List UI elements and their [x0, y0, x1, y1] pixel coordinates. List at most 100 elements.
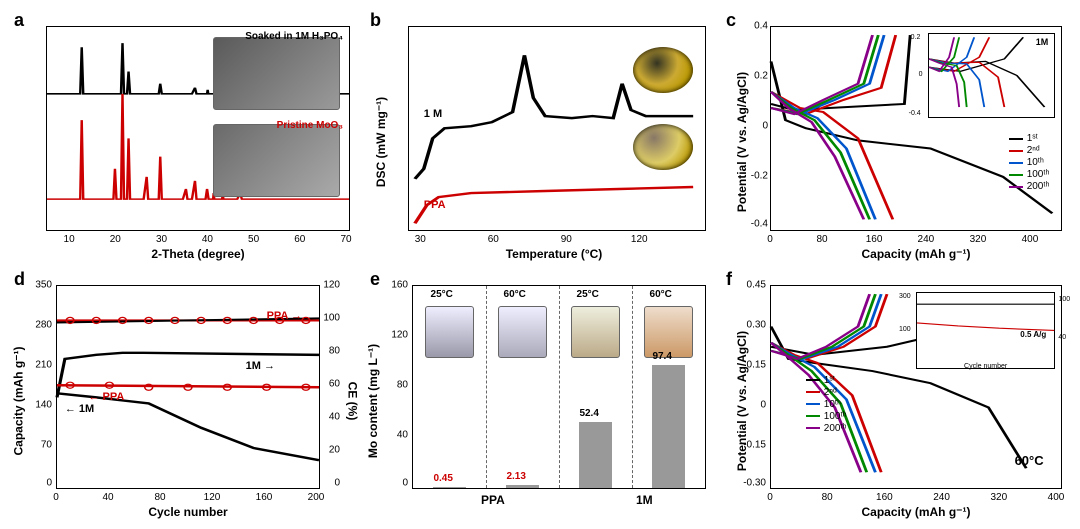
tick: 0.2	[750, 71, 768, 82]
tick: -0.15	[742, 439, 766, 450]
legend-item: 100ᵗʰ	[806, 411, 847, 422]
temp-2: 25°C	[577, 289, 599, 300]
tick: 40	[202, 234, 213, 245]
legend-item: 1ˢᵗ	[806, 375, 847, 386]
bar-0	[433, 487, 465, 488]
tick: 0.30	[746, 319, 766, 330]
y2label-d: CE (%)	[346, 381, 360, 420]
panel-f: f 0.5 A/g Cycle number 300 100 100 40 1ˢ…	[720, 267, 1072, 522]
group-1m: 1M	[636, 493, 653, 507]
bar-1	[506, 485, 538, 488]
xlabel-c: Capacity (mAh g⁻¹)	[861, 247, 970, 261]
label-1m: 1 M	[424, 108, 442, 120]
tick: -0.30	[742, 477, 766, 488]
legend-item: 1ˢᵗ	[1009, 133, 1050, 144]
tick: 120	[204, 492, 221, 503]
xlabel-a: 2-Theta (degree)	[151, 247, 244, 261]
tick: 0	[390, 477, 408, 488]
tick: 160	[866, 234, 883, 245]
tick: 40	[390, 429, 408, 440]
panel-label-c: c	[726, 10, 736, 31]
tick: 210	[34, 359, 52, 370]
inset-f-xlabel: Cycle number	[964, 363, 1007, 370]
inset-f-yt: 100	[899, 326, 911, 333]
inset-c-yt: 0.2	[911, 34, 921, 41]
tick: 0	[334, 477, 340, 488]
tick: 10	[64, 234, 75, 245]
vial-2	[571, 306, 621, 359]
tick: 120	[390, 329, 408, 340]
label-pristine: Pristine MoO₃	[277, 120, 343, 131]
panel-c: c 1M 0.2 0 -0.4	[720, 8, 1072, 263]
sep	[486, 286, 487, 489]
sep	[559, 286, 560, 489]
tick: 70	[340, 234, 351, 245]
plot-a: Soaked in 1M H₃PO₄ Pristine MoO₃	[46, 26, 350, 231]
tick: 0	[746, 399, 766, 410]
panel-label-d: d	[14, 269, 25, 290]
bar-2	[579, 422, 611, 488]
inset-cup-ppa	[633, 124, 693, 170]
tick: 60	[294, 234, 305, 245]
ylabel-e: Mo content (mg L⁻¹)	[366, 344, 380, 458]
tick: 0.45	[746, 279, 766, 290]
tick: 200	[308, 492, 325, 503]
xlabel-f: Capacity (mAh g⁻¹)	[861, 505, 970, 519]
tick: 20	[110, 234, 121, 245]
panel-label-b: b	[370, 10, 381, 31]
xlabel-d: Cycle number	[148, 505, 227, 519]
label-ppa: PPA	[424, 199, 446, 211]
tick: 40	[102, 492, 113, 503]
panel-b: b 1 M PPA Temperature (°C) DSC (mW mg⁻¹)…	[364, 8, 716, 263]
plot-e: 25°C 60°C 25°C 60°C 0.45 2.13 52.4 97.4	[412, 285, 706, 490]
legend-item: 200ᵗʰ	[1009, 181, 1050, 192]
barlabel-2: 52.4	[579, 408, 598, 419]
legend-item: 10ᵗʰ	[806, 399, 847, 410]
tick: 240	[933, 492, 950, 503]
tick: 0.4	[750, 21, 768, 32]
temp-3: 60°C	[650, 289, 672, 300]
ylabel-b: DSC (mW mg⁻¹)	[374, 97, 388, 187]
label-1m-left: ← 1M	[65, 403, 94, 415]
tick: 350	[34, 279, 52, 290]
tick: 120	[323, 279, 340, 290]
tick: 0	[767, 492, 773, 503]
inset-sem-top	[213, 37, 340, 110]
tick: 320	[970, 234, 987, 245]
vial-0	[425, 306, 475, 359]
tick: 120	[631, 234, 648, 245]
plot-d: PPA → 1M → ← PPA ← 1M	[56, 285, 320, 490]
inset-c-yt: -0.4	[909, 110, 921, 117]
tick: 80	[822, 492, 833, 503]
sep	[632, 286, 633, 489]
tick: -0.4	[746, 219, 768, 230]
tick: 400	[1022, 234, 1039, 245]
tick: 80	[329, 345, 340, 356]
tick: 80	[154, 492, 165, 503]
tick: 30	[156, 234, 167, 245]
tick: 160	[390, 279, 408, 290]
plot-f: 0.5 A/g Cycle number 300 100 100 40 1ˢᵗ …	[770, 285, 1062, 490]
tick: 160	[876, 492, 893, 503]
barlabel-3: 97.4	[652, 351, 671, 362]
inset-f-yt: 40	[1058, 334, 1066, 341]
temp-0: 25°C	[431, 289, 453, 300]
tick: 100	[323, 312, 340, 323]
ylabel-d: Capacity (mAh g⁻¹)	[12, 346, 26, 455]
label-1m-arrow: 1M →	[246, 360, 275, 372]
inset-c-title: 1M	[1036, 37, 1049, 47]
tick: 0	[750, 121, 768, 132]
legend-item: 200ᵗʰ	[806, 423, 847, 434]
vial-1	[498, 306, 548, 359]
tick: 50	[248, 234, 259, 245]
legend-item: 2ⁿᵈ	[1009, 145, 1050, 156]
label-ppa-left: ← PPA	[88, 391, 124, 403]
temp-1: 60°C	[504, 289, 526, 300]
inset-f-rate: 0.5 A/g	[1020, 330, 1046, 339]
tick: -0.2	[746, 171, 768, 182]
tick: 280	[34, 319, 52, 330]
ylabel-c: Potential (V vs. Ag/AgCl)	[735, 72, 749, 212]
tick: 0	[767, 234, 773, 245]
barlabel-1: 2.13	[506, 471, 525, 482]
legend-item: 100ᵗʰ	[1009, 169, 1050, 180]
